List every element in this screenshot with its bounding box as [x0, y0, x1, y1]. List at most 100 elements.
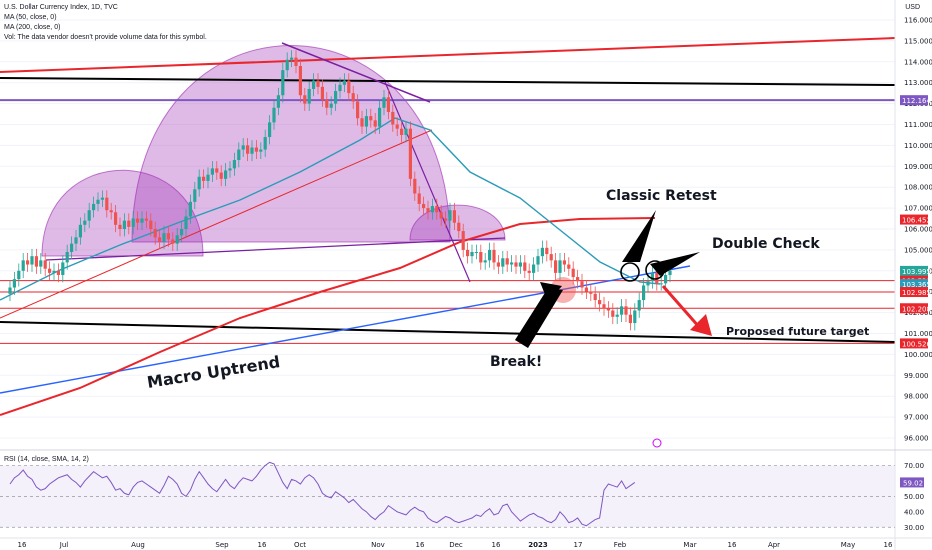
- candle-body: [325, 99, 329, 108]
- price-axis[interactable]: 116.000115.000114.000113.000112.000111.0…: [894, 0, 932, 550]
- candle-body: [136, 218, 140, 223]
- rsi-legend: RSI (14, close, SMA, 14, 2): [4, 456, 89, 463]
- candle-body: [30, 256, 34, 265]
- candle-body: [78, 224, 82, 238]
- candle-body: [34, 256, 38, 267]
- candle-body: [197, 176, 201, 190]
- candle-body: [378, 107, 382, 127]
- candle-body: [26, 260, 30, 265]
- price-badge: [900, 287, 928, 298]
- candle-body: [193, 189, 197, 202]
- price-tick-label: 98.000: [904, 393, 929, 401]
- rsi-line: [9, 461, 636, 527]
- candle-body: [558, 260, 562, 273]
- candle-body: [149, 220, 153, 229]
- candle-body: [562, 260, 566, 265]
- candle-body: [166, 233, 170, 240]
- price-tick-label: 109.000: [904, 163, 932, 171]
- candle-body: [659, 283, 663, 285]
- candle-body: [470, 251, 474, 257]
- candle-body: [74, 237, 78, 244]
- candle-body: [364, 116, 368, 127]
- candle-body: [153, 229, 157, 238]
- candle-body: [444, 218, 448, 221]
- candle-body: [430, 206, 434, 213]
- break-arrow-shaft: [515, 288, 563, 348]
- candle-body: [268, 122, 272, 138]
- candle-body: [162, 233, 166, 242]
- candle-body: [501, 258, 505, 267]
- candle-body: [576, 277, 580, 282]
- time-tick-label: Mar: [683, 541, 696, 549]
- purple-descending-line: [281, 42, 431, 103]
- rsi-value-label: 59.02: [903, 479, 923, 487]
- neckline: [45, 237, 506, 261]
- candle-body: [342, 80, 346, 85]
- classic-retest-label: Classic Retest: [606, 188, 717, 204]
- candle-body: [83, 220, 87, 225]
- candle-body: [158, 237, 162, 242]
- pattern-layer: [41, 44, 506, 261]
- rsi-tick-label: 40.00: [904, 508, 924, 516]
- time-axis[interactable]: 16 Jul Aug Sep 16 Oct Nov 16 Dec 16 2023 17 Feb Mar 16…: [0, 537, 932, 549]
- retest-arrow: [622, 210, 656, 262]
- candle-body: [615, 314, 619, 317]
- candle-body: [628, 314, 632, 324]
- candle-body: [320, 86, 324, 100]
- price-badge: [900, 95, 928, 106]
- price-badge-label: 106.452: [902, 217, 931, 225]
- price-tick-label: 96.000: [904, 435, 929, 443]
- candle-body: [351, 93, 355, 102]
- candle-body: [210, 168, 214, 175]
- candle-body: [479, 251, 483, 263]
- candle-body: [224, 170, 228, 179]
- candle-body: [360, 118, 364, 127]
- candle-body: [624, 306, 628, 315]
- candle-body: [554, 260, 558, 273]
- candle-body: [598, 300, 602, 305]
- price-tick-label: 114.000: [904, 58, 932, 66]
- candle-body: [606, 308, 610, 311]
- candle-body: [171, 239, 175, 244]
- price-tick-label: 101.000: [904, 330, 932, 338]
- price-tick-label: 116.000: [904, 17, 932, 25]
- time-tick-label: Feb: [614, 541, 627, 549]
- candle-body: [391, 111, 395, 125]
- candle-body: [334, 91, 338, 104]
- candle-body: [404, 128, 408, 135]
- candle-body: [39, 260, 43, 267]
- candle-body: [457, 222, 461, 232]
- target-arrow-shaft: [661, 285, 702, 329]
- price-tick-label: 107.000: [904, 205, 932, 213]
- candle-body: [510, 262, 514, 265]
- candle-body: [642, 285, 646, 301]
- price-badge: [900, 214, 928, 225]
- candle-body: [48, 268, 52, 273]
- ma200-legend: MA (200, close, 0): [4, 24, 61, 31]
- price-tick-label: 105.000: [904, 246, 932, 254]
- candle-body: [580, 281, 584, 288]
- time-tick-label: 2023: [528, 541, 548, 549]
- candles-layer: [8, 50, 672, 331]
- time-tick-label: Oct: [294, 541, 306, 549]
- price-badge: [900, 338, 928, 349]
- candle-body: [518, 262, 522, 267]
- candle-body: [246, 145, 250, 154]
- upper-red-trendline: [0, 37, 896, 73]
- candle-body: [281, 70, 285, 96]
- candle-body: [567, 264, 571, 269]
- candle-body: [422, 203, 426, 209]
- price-badge: [900, 279, 928, 290]
- candle-body: [413, 178, 417, 194]
- candle-body: [633, 310, 637, 324]
- price-tick-label: 111.000: [904, 121, 932, 129]
- time-tick-label: Aug: [131, 541, 145, 549]
- candle-body: [263, 137, 267, 150]
- time-tick-label: May: [841, 541, 855, 549]
- candle-body: [17, 270, 21, 280]
- rsi-tick-label: 70.00: [904, 462, 924, 470]
- time-tick-label: 16: [884, 541, 893, 549]
- candle-body: [505, 258, 509, 265]
